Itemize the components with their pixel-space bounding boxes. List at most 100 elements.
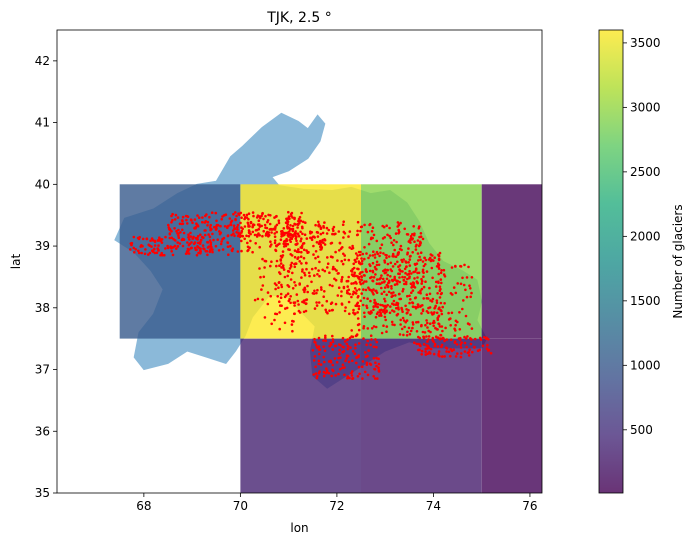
glacier-point [408, 276, 411, 280]
glacier-point [363, 370, 367, 374]
glacier-point [311, 349, 315, 352]
glacier-point [293, 301, 297, 304]
glacier-point [375, 278, 379, 281]
glacier-point [379, 303, 382, 307]
glacier-point [453, 334, 457, 338]
glacier-point [206, 241, 210, 244]
glacier-point [202, 247, 205, 250]
glacier-point [409, 298, 412, 301]
glacier-point [340, 259, 344, 263]
glacier-point [465, 295, 469, 299]
glacier-point [341, 223, 345, 226]
glacier-point [372, 276, 376, 279]
glacier-point [333, 344, 337, 348]
glacier-point [302, 248, 306, 252]
glacier-point [424, 353, 428, 356]
glacier-point [345, 291, 349, 295]
glacier-point [397, 251, 401, 254]
glacier-point [362, 337, 365, 340]
glacier-point [401, 270, 404, 273]
glacier-point [315, 291, 318, 295]
glacier-point [279, 304, 282, 307]
glacier-point [361, 270, 364, 274]
glacier-point [318, 352, 321, 356]
glacier-point [438, 285, 442, 289]
glacier-point [187, 243, 191, 247]
glacier-point [291, 271, 294, 275]
glacier-point [434, 280, 438, 284]
glacier-point [322, 345, 325, 349]
glacier-point [193, 218, 197, 221]
glacier-point [377, 263, 381, 267]
glacier-point [470, 338, 473, 341]
glacier-point [373, 377, 377, 380]
glacier-point [419, 291, 422, 295]
glacier-point [229, 223, 232, 226]
glacier-point [436, 292, 439, 295]
glacier-point [259, 216, 262, 220]
glacier-point [323, 238, 326, 241]
glacier-point [181, 244, 185, 248]
glacier-point [360, 259, 364, 263]
glacier-point [464, 288, 467, 292]
glacier-point [300, 276, 303, 279]
glacier-point [456, 282, 460, 285]
glacier-point [312, 292, 316, 295]
glacier-point [261, 257, 264, 261]
glacier-point [450, 311, 454, 315]
glacier-point [286, 292, 290, 296]
glacier-point [408, 301, 411, 305]
glacier-point [437, 315, 440, 318]
glacier-point [408, 255, 412, 258]
glacier-point [352, 308, 355, 312]
glacier-point [167, 223, 170, 227]
glacier-point [343, 340, 347, 343]
glacier-point [400, 306, 403, 310]
glacier-point [343, 373, 346, 377]
glacier-point [316, 235, 320, 238]
glacier-point [138, 235, 141, 239]
glacier-point [360, 257, 363, 260]
glacier-point [415, 330, 419, 333]
glacier-point [347, 235, 350, 238]
glacier-point [201, 244, 205, 247]
glacier-point [312, 359, 316, 362]
glacier-point [129, 248, 132, 251]
glacier-point [278, 264, 281, 268]
glacier-point [394, 232, 398, 235]
glacier-point [318, 274, 321, 278]
glacier-point [356, 317, 360, 320]
glacier-point [267, 233, 271, 237]
glacier-point [327, 228, 331, 232]
glacier-point [433, 256, 437, 260]
glacier-point [347, 275, 351, 279]
glacier-point [194, 227, 197, 230]
glacier-point [204, 214, 207, 218]
glacier-point [272, 227, 276, 231]
glacier-point [320, 288, 323, 291]
glacier-point [436, 345, 440, 348]
glacier-point [430, 266, 434, 270]
glacier-point [334, 232, 337, 236]
y-tick-label: 35 [35, 486, 50, 500]
glacier-point [375, 364, 378, 368]
glacier-point [470, 327, 474, 330]
glacier-point [173, 227, 176, 230]
glacier-point [326, 266, 329, 269]
glacier-point [134, 248, 137, 251]
glacier-point [337, 343, 341, 346]
glacier-point [367, 242, 371, 246]
glacier-point [357, 365, 361, 369]
glacier-point [211, 248, 214, 251]
glacier-point [436, 262, 440, 266]
glacier-point [356, 311, 360, 314]
glacier-point [373, 265, 377, 269]
glacier-point [163, 253, 166, 257]
glacier-point [306, 290, 310, 294]
glacier-point [389, 261, 393, 265]
glacier-point [214, 244, 218, 248]
glacier-point [401, 310, 404, 314]
glacier-point [300, 237, 303, 240]
glacier-point [350, 273, 354, 276]
glacier-point [211, 232, 214, 236]
